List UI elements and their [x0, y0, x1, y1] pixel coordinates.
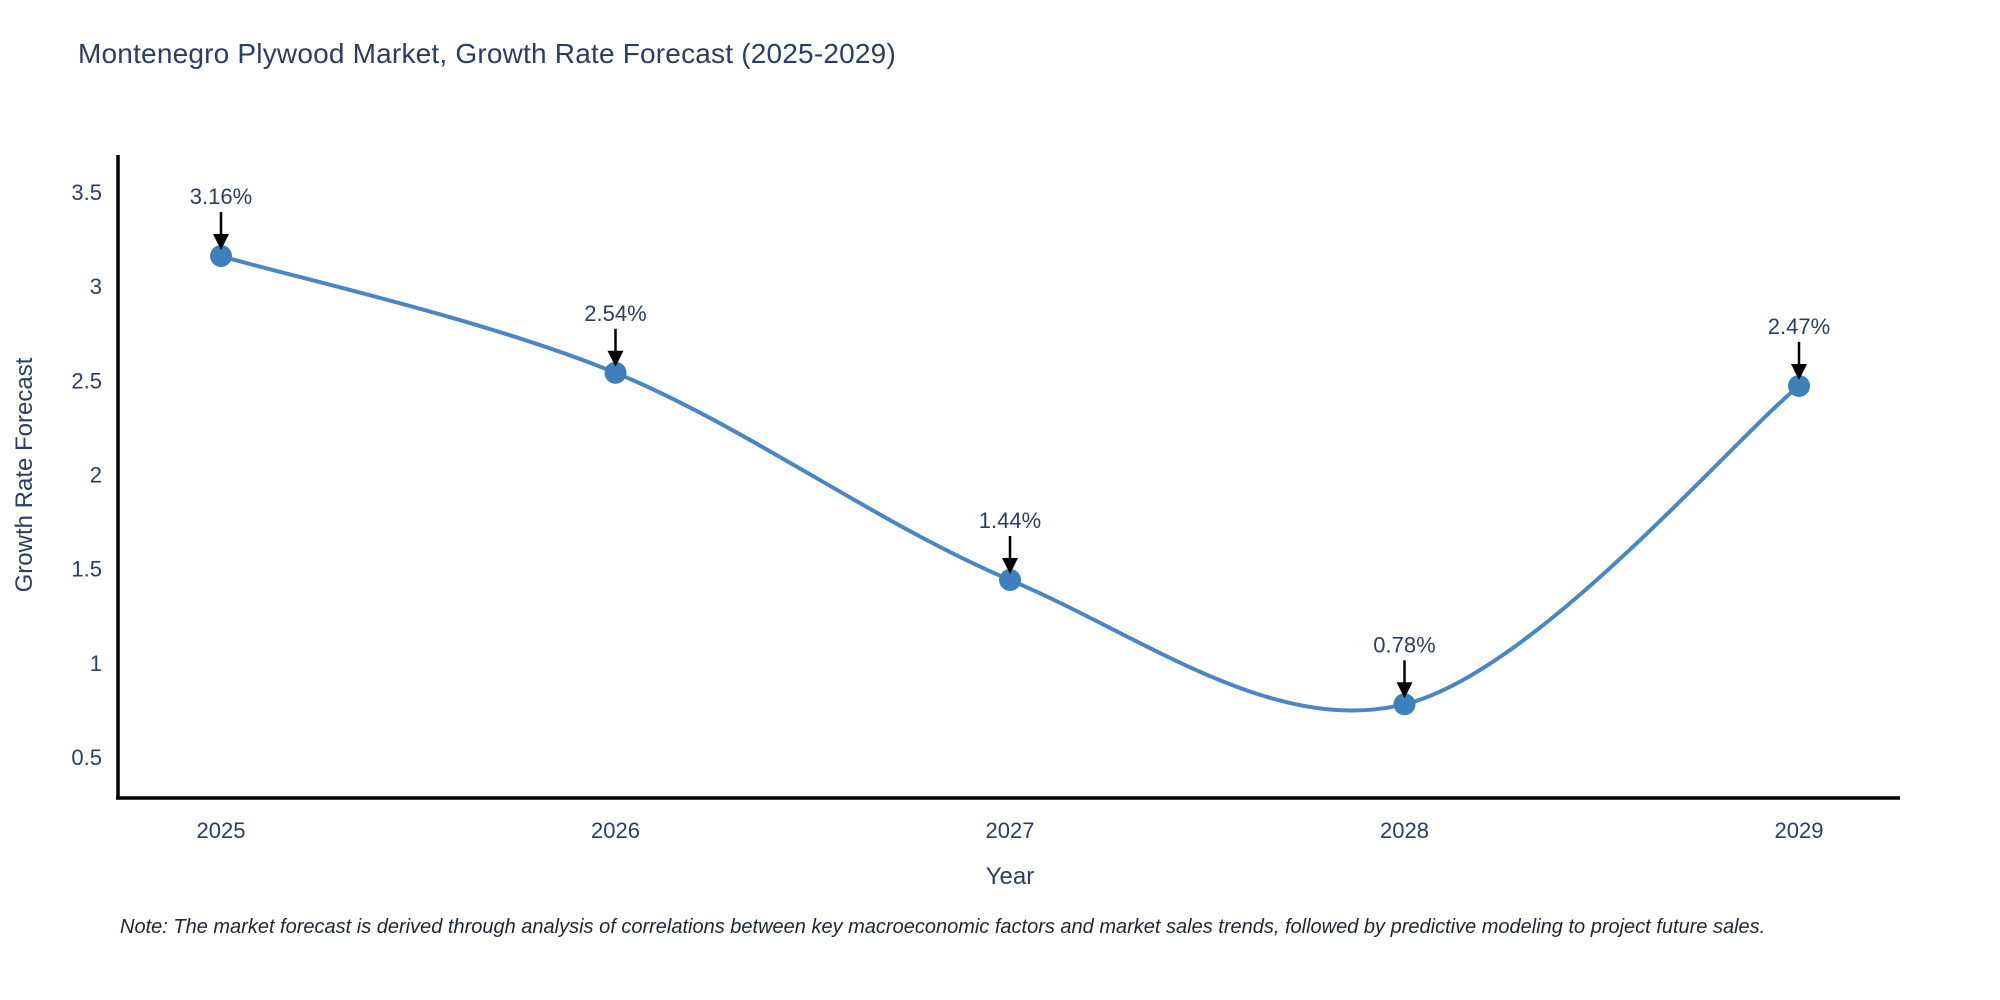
annotation-2025: 3.16% — [190, 184, 252, 251]
y-tick-1: 1 — [90, 651, 102, 676]
annotation-value-label: 2.47% — [1768, 314, 1830, 339]
annotation-arrowhead-icon — [1396, 682, 1413, 699]
point-annotations: 3.16% 2.54% 1.44% 0.78% 2.47% — [190, 184, 1830, 699]
series-spline — [219, 254, 1801, 713]
x-tick-2028: 2028 — [1380, 818, 1429, 843]
y-axis-title: Growth Rate Forecast — [11, 357, 38, 592]
y-tick-0.5: 0.5 — [71, 745, 102, 770]
y-tick-3: 3 — [90, 274, 102, 299]
x-axis-title: Year — [986, 863, 1035, 890]
x-axis-tick-labels: 2025 2026 2027 2028 2029 — [197, 818, 1824, 843]
footnote: Note: The market forecast is derived thr… — [120, 916, 1766, 938]
y-tick-2: 2 — [90, 463, 102, 488]
y-tick-1.5: 1.5 — [71, 557, 102, 582]
x-tick-2029: 2029 — [1775, 818, 1824, 843]
annotation-arrowhead-icon — [1791, 363, 1807, 380]
y-tick-3.5: 3.5 — [71, 180, 102, 205]
annotation-2029: 2.47% — [1768, 314, 1830, 380]
annotation-2027: 1.44% — [979, 508, 1041, 574]
annotation-value-label: 1.44% — [979, 508, 1041, 533]
y-tick-2.5: 2.5 — [71, 368, 102, 393]
annotation-2028: 0.78% — [1373, 632, 1436, 699]
annotation-value-label: 0.78% — [1373, 632, 1435, 657]
annotation-value-label: 2.54% — [584, 301, 646, 326]
data-point-2026[interactable] — [604, 361, 627, 384]
chart-title: Montenegro Plywood Market, Growth Rate F… — [78, 38, 896, 69]
data-point-2028[interactable] — [1393, 693, 1416, 716]
annotation-2026: 2.54% — [584, 301, 647, 367]
x-tick-2026: 2026 — [591, 818, 640, 843]
data-point-2029[interactable] — [1788, 374, 1810, 397]
annotation-arrowhead-icon — [1002, 557, 1018, 574]
data-point-2027[interactable] — [999, 568, 1021, 591]
annotation-value-label: 3.16% — [190, 184, 252, 209]
x-tick-2027: 2027 — [986, 818, 1035, 843]
x-tick-2025: 2025 — [197, 818, 246, 843]
annotation-arrowhead-icon — [213, 234, 229, 251]
data-point-markers — [210, 245, 1810, 716]
y-axis-tick-labels: 0.5 1 1.5 2 2.5 3 3.5 — [71, 180, 102, 770]
data-point-2025[interactable] — [210, 245, 232, 268]
annotation-arrowhead-icon — [607, 350, 624, 367]
